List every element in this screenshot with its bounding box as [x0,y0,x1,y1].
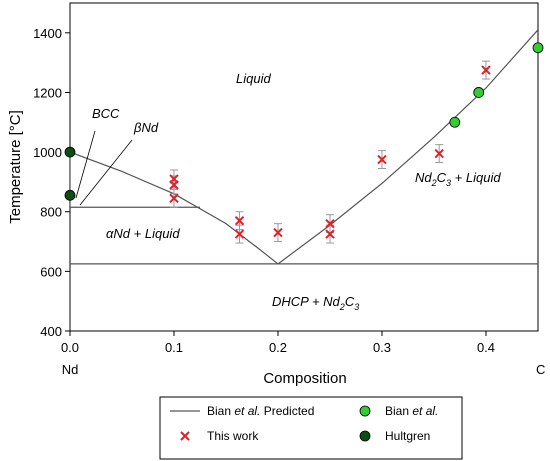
legend-box [159,396,463,460]
phase-label-liquid: Liquid [236,71,271,86]
this-work-point [377,154,387,165]
y-tick-label: 400 [40,324,62,339]
legend-this-work-label: This work [207,429,259,443]
legend-hultgren-label: Hultgren [385,429,430,443]
y-tick-label: 1400 [33,26,62,41]
bcc-pointer-line [75,130,96,199]
this-work-point-stroke [325,218,335,229]
hultgren-point [64,189,76,201]
phase-label-alpha-nd-liquid: αNd + Liquid [106,226,180,241]
this-work-point-stroke [234,229,245,239]
y-tick-label: 800 [40,205,62,220]
x-tick-labels: 0.0 0.1 0.2 0.3 0.4 [61,340,495,355]
y-tick-label: 600 [40,264,62,279]
this-work-point-stroke [169,180,179,190]
this-work-point-stroke [169,193,179,204]
legend-bian-label: Bian et al. [385,404,438,418]
this-work-point [234,215,245,226]
legend-bian-marker [359,405,371,417]
y-axis-label: Temperature [°C] [7,110,24,224]
this-work-point [169,193,179,204]
x-end-label-right: C [536,362,545,377]
bian-point [449,116,461,128]
beta-nd-pointer-line [79,139,133,206]
phase-label-nd2c3-liquid: Nd2C3 + Liquid [415,170,501,188]
this-work-point [325,229,335,239]
this-work-point [273,227,283,238]
x-end-label-left: Nd [62,362,79,377]
this-work-point-stroke [325,229,335,239]
y-tick-label: 1000 [33,145,62,160]
this-work-point [325,218,335,229]
x-tick-label: 0.0 [61,340,79,355]
bian-point [532,42,544,54]
x-tick-label: 0.3 [373,340,391,355]
this-work-point [234,229,245,239]
this-work-point-stroke [234,215,245,226]
this-work-point [434,148,444,159]
x-axis-label: Composition [263,370,346,387]
phase-label-bcc: BCC [92,106,120,121]
x-tick-label: 0.1 [165,340,183,355]
legend-hultgren-marker [359,430,371,442]
this-work-point [481,65,491,75]
hultgren-point [64,146,76,158]
legend: Bian et al. Predicted This work Bian et … [159,396,463,460]
plot-frame [69,2,539,332]
predicted-line-segment [277,29,538,265]
x-tick-label: 0.2 [269,340,287,355]
phase-label-dhcp-nd2c3: DHCP + Nd2C3 [272,294,359,312]
this-work-point-stroke [377,154,387,165]
this-work-point [169,180,179,190]
this-work-point-stroke [481,65,491,75]
legend-predicted-label: Bian et al. Predicted [207,404,314,418]
y-tick-label: 1200 [33,85,62,100]
y-tick-labels: 400 600 800 1000 1200 1400 [33,26,62,339]
x-tick-label: 0.4 [477,340,495,355]
axis-ticks [65,32,487,336]
legend-this-work-marker [180,431,190,441]
this-work-point-stroke [434,148,444,159]
phase-label-beta-nd: βNd [133,120,159,135]
predicted-line-segment [70,151,279,265]
series-markers [64,42,544,239]
this-work-point-stroke [273,227,283,238]
series-predicted-lines [70,29,538,265]
bian-point [473,87,485,98]
